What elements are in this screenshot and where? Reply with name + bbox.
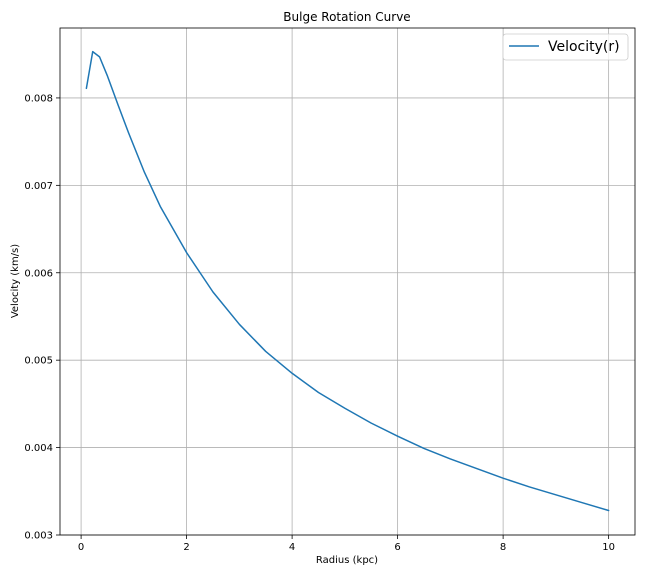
x-tick-label: 0 xyxy=(78,542,84,553)
x-tick-label: 2 xyxy=(183,542,189,553)
x-tick-label: 6 xyxy=(394,542,400,553)
axes-layer xyxy=(59,27,636,536)
y-tick-label: 0.008 xyxy=(24,93,53,104)
y-axis-label: Velocity (km/s) xyxy=(10,244,21,318)
y-tick-label: 0.005 xyxy=(24,356,53,367)
grid-layer xyxy=(60,28,635,536)
x-tick-label: 4 xyxy=(289,542,295,553)
x-tick-label: 10 xyxy=(602,542,615,553)
series-line-velocity xyxy=(85,50,610,512)
y-tick-label: 0.007 xyxy=(24,181,53,192)
x-axis-label: Radius (kpc) xyxy=(316,555,378,566)
chart-title: Bulge Rotation Curve xyxy=(283,10,410,24)
legend-label: Velocity(r) xyxy=(548,39,620,55)
y-tick-label: 0.004 xyxy=(24,443,53,454)
series-layer xyxy=(85,50,610,512)
legend-box xyxy=(502,33,629,61)
legend: Velocity(r) xyxy=(502,33,629,61)
x-tick-label: 8 xyxy=(500,542,506,553)
y-tick-label: 0.006 xyxy=(24,268,53,279)
tick-layer: 0 2 4 6 8 10 0.003 0.004 0.005 0.006 0.007 0.008 xyxy=(24,93,615,553)
y-tick-label: 0.003 xyxy=(24,531,53,542)
plot-frame xyxy=(59,27,636,536)
